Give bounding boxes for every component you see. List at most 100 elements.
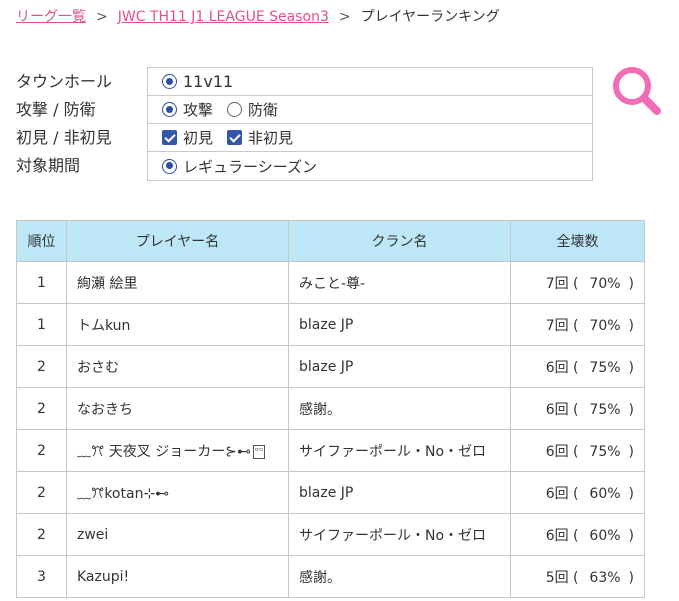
rank-cell: 3 (16, 555, 67, 598)
filter-panel: 11v11 攻撃 防衛 初見 非初見 レギュラーシーズン (147, 67, 593, 181)
defense-option[interactable]: 防衛 (227, 99, 278, 120)
stars-cell: 7回 ( 70%) (510, 303, 645, 346)
close-paren: ) (628, 317, 634, 334)
count-text: 7回 ( (545, 275, 579, 292)
close-paren: ) (628, 275, 634, 292)
radio-button-selected[interactable] (162, 102, 177, 117)
table-row: 1 トムkun blaze JP 7回 ( 70%) (16, 303, 645, 346)
player-name-cell: トムkun (66, 303, 289, 346)
percent-text: 63% (589, 569, 621, 586)
player-name-cell: ﹏ꔫkotan⊹⊷ (66, 471, 289, 514)
stars-cell: 6回 ( 75%) (510, 429, 645, 472)
rank-cell: 1 (16, 303, 67, 346)
table-row: 2 ﹏ꔫkotan⊹⊷ blaze JP 6回 ( 60%) (16, 471, 645, 514)
percent-text: 75% (589, 443, 621, 460)
table-row: 2 ﹏ꔫ 天夜叉 ジョーカー⊱⊷ ▫▫ サイファーポール・No・ゼロ 6回 ( 75… (16, 429, 645, 472)
clan-name-cell: blaze JP (288, 303, 511, 346)
first-seen-option[interactable]: 初見 (162, 127, 213, 148)
attack-defense-label: 攻撃 / 防衛 (16, 100, 96, 119)
table-row: 3 Kazupi! 感謝。 5回 (63%) (16, 555, 645, 598)
table-header-row: 順位 プレイヤー名 クラン名 全壊数 (16, 220, 645, 262)
rank-cell: 1 (16, 261, 67, 304)
clan-name-cell: blaze JP (288, 471, 511, 514)
townhall-label: タウンホール (16, 72, 113, 91)
percent-text: 70% (589, 275, 621, 292)
breadcrumb-league-link[interactable]: JWC TH11 J1 LEAGUE Season3 (117, 9, 329, 25)
table-row: 2 おさむ blaze JP 6回 (75%) (16, 345, 645, 388)
not-first-seen-option-label: 非初見 (248, 129, 294, 147)
period-row: レギュラーシーズン (148, 152, 592, 180)
breadcrumb: リーグ一覧 > JWC TH11 J1 LEAGUE Season3 > プレイヤーラン… (16, 6, 500, 26)
rank-cell: 2 (16, 513, 67, 556)
breadcrumb-current: プレイヤーランキング (360, 9, 500, 25)
period-label: 対象期間 (16, 156, 81, 175)
clan-name-cell: 感謝。 (288, 387, 511, 430)
emoji-glyph-icon: ▫▫ (252, 444, 265, 459)
player-name-cell: zwei (66, 513, 289, 556)
radio-button-selected[interactable] (162, 158, 177, 174)
breadcrumb-league-list-link[interactable]: リーグ一覧 (16, 9, 86, 25)
count-text: 6回 ( (545, 485, 579, 502)
count-text: 6回 ( (545, 527, 579, 544)
attack-option[interactable]: 攻撃 (162, 99, 213, 120)
percent-text: 60% (589, 485, 621, 502)
player-name-cell: ﹏ꔫ 天夜叉 ジョーカー⊱⊷ ▫▫ (66, 429, 289, 472)
close-paren: ) (628, 485, 634, 502)
search-icon (613, 67, 661, 115)
player-name-cell: Kazupi! (66, 555, 289, 598)
player-name-cell: 絢瀬 絵里 (66, 261, 289, 304)
close-paren: ) (628, 443, 634, 460)
stars-column-header: 全壊数 (510, 220, 645, 262)
first-seen-option-label: 初見 (183, 129, 214, 147)
attack-option-label: 攻撃 (183, 101, 214, 119)
filter-labels: タウンホール 攻撃 / 防衛 初見 / 非初見 対象期間 (16, 68, 112, 180)
player-name-cell: なおきち (66, 387, 289, 430)
search-button[interactable] (610, 64, 664, 118)
count-text: 7回 ( (545, 317, 579, 334)
townhall-option-11v11[interactable]: 11v11 (162, 72, 233, 91)
count-text: 6回 ( (545, 443, 579, 460)
close-paren: ) (628, 569, 634, 586)
rank-cell: 2 (16, 387, 67, 430)
regular-season-option-label: レギュラーシーズン (183, 157, 317, 176)
regular-season-option[interactable]: レギュラーシーズン (162, 156, 317, 177)
percent-text: 70% (589, 317, 621, 334)
not-first-seen-option[interactable]: 非初見 (227, 127, 293, 148)
rank-cell: 2 (16, 345, 67, 388)
stars-cell: 6回 ( 75%) (510, 387, 645, 430)
stars-cell: 6回 ( 60%) (510, 471, 645, 514)
stars-cell: 6回 ( 60%) (510, 513, 645, 556)
close-paren: ) (628, 401, 634, 418)
checkbox-checked[interactable] (162, 130, 177, 145)
clan-column-header: クラン名 (288, 220, 511, 262)
player-name-text: ﹏ꔫ 天夜叉 ジョーカー⊱⊷ (77, 443, 251, 460)
stars-cell: 7回 ( 70%) (510, 261, 645, 304)
player-column-header: プレイヤー名 (66, 220, 289, 262)
checkbox-checked[interactable] (227, 130, 243, 145)
close-paren: ) (628, 527, 634, 544)
townhall-row: 11v11 (148, 68, 592, 96)
close-paren: ) (628, 359, 634, 376)
ranking-table: 順位 プレイヤー名 クラン名 全壊数 1 絢瀬 絵里 みこと-尊- 7回 (70… (16, 220, 645, 598)
radio-button[interactable] (227, 102, 243, 117)
rank-cell: 2 (16, 429, 67, 472)
first-seen-row: 初見 非初見 (148, 124, 592, 152)
breadcrumb-separator: > (96, 9, 108, 25)
count-text: 6回 ( (545, 401, 579, 418)
rank-cell: 2 (16, 471, 67, 514)
clan-name-cell: サイファーポール・No・ゼロ (288, 513, 511, 556)
clan-name-cell: サイファーポール・No・ゼロ (288, 429, 511, 472)
percent-text: 75% (589, 359, 621, 376)
rank-column-header: 順位 (16, 220, 67, 262)
player-name-cell: おさむ (66, 345, 289, 388)
radio-button-selected[interactable] (162, 74, 177, 89)
breadcrumb-separator: > (338, 9, 351, 25)
percent-text: 75% (589, 401, 621, 418)
first-seen-label: 初見 / 非初見 (16, 128, 112, 147)
attack-defense-row: 攻撃 防衛 (148, 96, 592, 124)
table-row: 2 なおきち 感謝。 6回 ( 75%) (16, 387, 645, 430)
stars-cell: 6回 ( 75%) (510, 345, 645, 388)
percent-text: 60% (589, 527, 621, 544)
table-row: 2 zwei サイファーポール・No・ゼロ 6回 ( 60%) (16, 513, 645, 556)
count-text: 6回 ( (545, 359, 579, 376)
